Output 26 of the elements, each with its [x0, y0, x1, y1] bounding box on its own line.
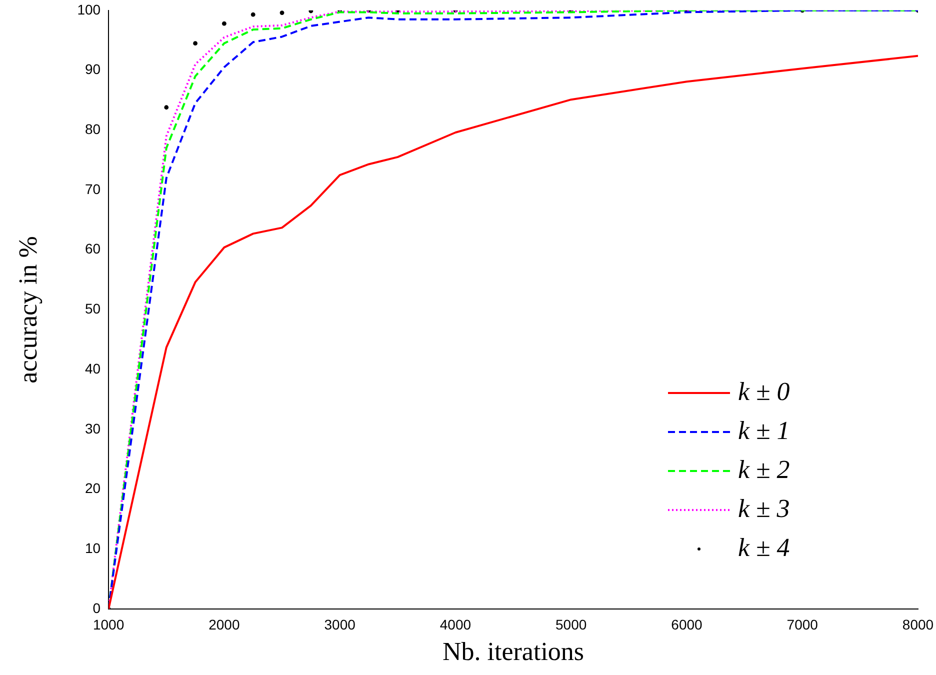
- y-tick-label: 70: [84, 180, 101, 197]
- x-tick-label: 5000: [556, 616, 587, 632]
- legend-label: k ± 3: [738, 494, 790, 523]
- y-tick-label: 0: [92, 600, 101, 616]
- y-tick-label: 10: [84, 540, 101, 556]
- x-tick-label: 2000: [208, 616, 240, 632]
- x-tick-label: 6000: [671, 616, 703, 632]
- legend-label: k ± 4: [738, 532, 790, 562]
- legend-label: k ± 2: [738, 454, 790, 484]
- y-tick-label: 60: [84, 240, 101, 257]
- x-tick-label: 8000: [902, 616, 934, 632]
- legend-label: k ± 0: [738, 376, 790, 406]
- legend-label: k ± 1: [738, 416, 790, 445]
- y-tick-label: 50: [84, 300, 101, 317]
- y-tick-label: 40: [84, 360, 101, 376]
- x-tick-label: 7000: [786, 616, 818, 632]
- x-tick-label: 1000: [92, 616, 124, 632]
- y-tick-label: 90: [84, 61, 101, 78]
- y-axis-title: accuracy in %: [13, 236, 42, 384]
- y-tick-label: 80: [84, 120, 101, 137]
- x-tick-label: 4000: [440, 616, 472, 632]
- y-tick-label: 100: [77, 1, 101, 18]
- y-tick-label: 20: [84, 480, 101, 496]
- x-tick-label: 3000: [324, 616, 356, 632]
- y-tick-label: 30: [84, 420, 101, 436]
- x-axis-title: Nb. iterations: [442, 637, 584, 666]
